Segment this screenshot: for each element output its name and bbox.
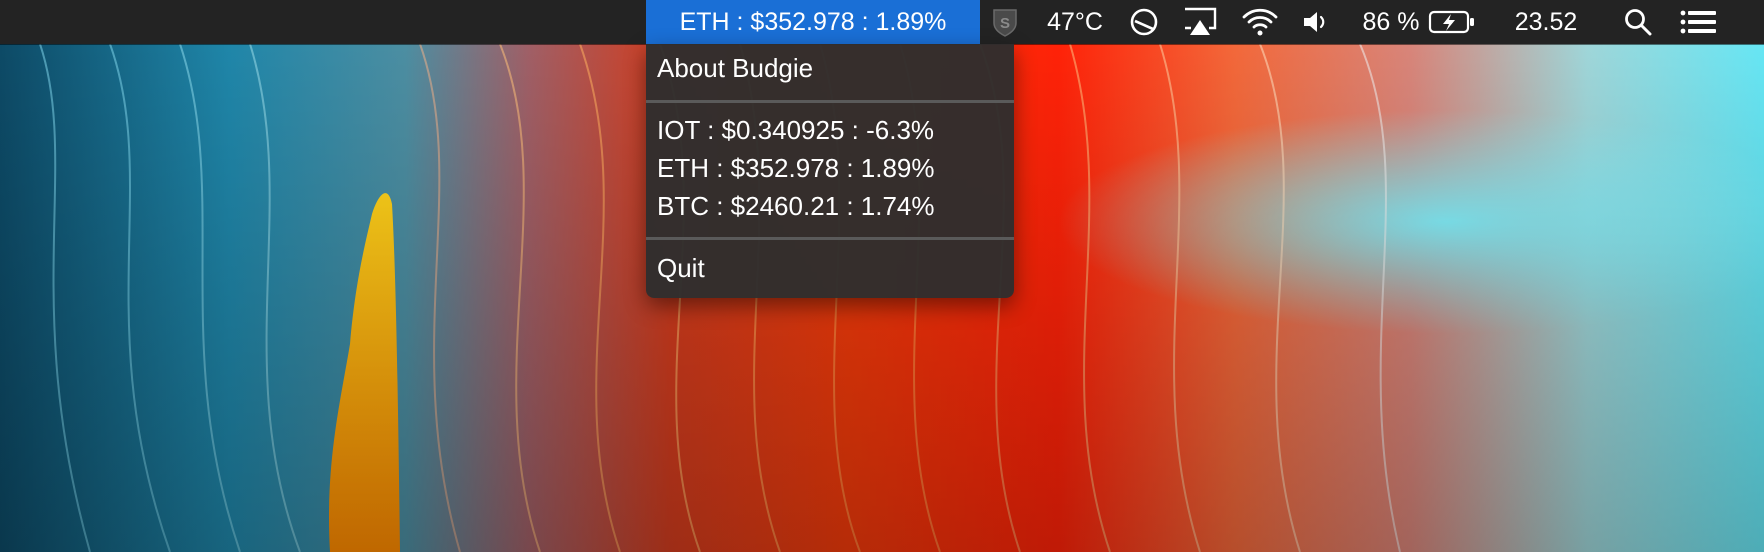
shield-s-icon[interactable]: S [985,0,1025,44]
quit-menu-item[interactable]: Quit [657,253,705,283]
disk-gauge-icon[interactable] [1126,0,1162,44]
svg-text:S: S [1000,15,1010,32]
temperature-indicator[interactable]: 47°C [1040,0,1110,44]
menu-bar: ETH : $352.978 : 1.89% S 47°C [0,0,1764,44]
temperature-label: 47°C [1047,7,1103,36]
active-ticker-label: ETH : $352.978 : 1.89% [679,7,947,36]
airplay-icon[interactable] [1178,0,1222,44]
ticker-item-iot[interactable]: IOT : $0.340925 : -6.3% [657,115,935,145]
clock[interactable]: 23.52 [1500,0,1592,44]
active-ticker-menu-item[interactable]: ETH : $352.978 : 1.89% [646,0,980,44]
battery-charging-icon[interactable] [1426,0,1478,44]
menu-separator [646,237,1014,240]
ticker-dropdown-menu: About Budgie IOT : $0.340925 : -6.3% ETH… [646,44,1014,298]
clock-label: 23.52 [1514,7,1578,36]
wifi-icon[interactable] [1238,0,1282,44]
menu-separator [646,100,1014,103]
about-budgie-menu-item[interactable]: About Budgie [657,53,814,83]
search-icon[interactable] [1620,0,1656,44]
battery-percentage-label: 86 % [1362,7,1420,36]
battery-percentage[interactable]: 86 % [1357,0,1425,44]
volume-icon[interactable] [1298,0,1332,44]
ticker-item-btc[interactable]: BTC : $2460.21 : 1.74% [657,191,935,221]
ticker-item-eth[interactable]: ETH : $352.978 : 1.89% [657,153,935,183]
menu-list-icon[interactable] [1678,0,1720,44]
